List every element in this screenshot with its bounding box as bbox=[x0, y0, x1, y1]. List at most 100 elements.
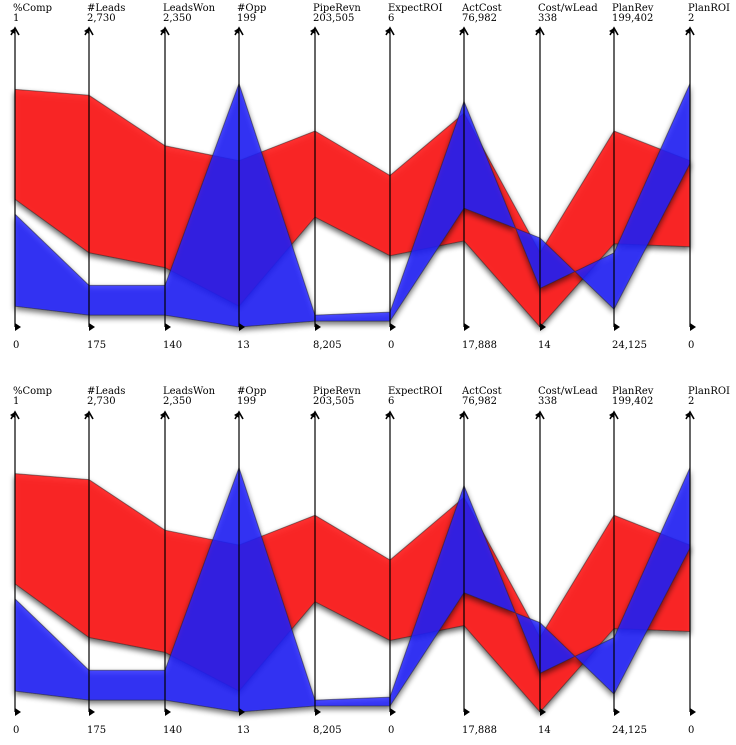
axis-min-label: 24,125 bbox=[612, 340, 647, 351]
axis-top-handle-icon[interactable] bbox=[10, 412, 15, 418]
axis-min-label: 8,205 bbox=[313, 725, 342, 736]
axis-top-handle-icon[interactable] bbox=[160, 412, 165, 418]
axis-name-label: Cost/wLead bbox=[538, 386, 598, 397]
axis-name-label: %Comp bbox=[13, 386, 52, 397]
axis-handle-icon[interactable] bbox=[540, 323, 546, 331]
axis-max-label: 6 bbox=[388, 396, 394, 407]
axis-max-label: 199 bbox=[237, 13, 256, 24]
axis-max-label: 199 bbox=[237, 396, 256, 407]
axis-handle-icon[interactable] bbox=[614, 708, 620, 716]
axis-min-label: 14 bbox=[538, 340, 551, 351]
axis-min-label: 175 bbox=[87, 340, 106, 351]
axis-max-label: 2,730 bbox=[87, 13, 116, 24]
axis-name-label: #Opp bbox=[237, 3, 266, 14]
axis-handle-icon[interactable] bbox=[690, 708, 696, 716]
axis-min-label: 175 bbox=[87, 725, 106, 736]
axis-max-label: 2 bbox=[688, 396, 694, 407]
axis-top-handle-icon[interactable] bbox=[385, 28, 390, 34]
axis-top-handle-icon[interactable] bbox=[10, 28, 15, 34]
axis-handle-icon[interactable] bbox=[239, 708, 245, 716]
axis-handle-icon[interactable] bbox=[614, 323, 620, 331]
axis-top-handle-icon[interactable] bbox=[385, 412, 390, 418]
axis-handle-icon[interactable] bbox=[239, 323, 245, 331]
axis-top-handle-icon[interactable] bbox=[609, 28, 614, 34]
axis-max-label: 199,402 bbox=[612, 396, 653, 407]
axis-min-label: 24,125 bbox=[612, 725, 647, 736]
axis-handle-icon[interactable] bbox=[464, 708, 470, 716]
axis-handle-icon[interactable] bbox=[15, 323, 21, 331]
axis-handle-icon[interactable] bbox=[690, 323, 696, 331]
axis-name-label: PlanROI bbox=[688, 3, 730, 14]
axis-min-label: 13 bbox=[237, 725, 250, 736]
axis-name-label: PipeRevn bbox=[313, 3, 361, 14]
axis-handle-icon[interactable] bbox=[165, 323, 171, 331]
axis-max-label: 203,505 bbox=[313, 396, 354, 407]
axis-max-label: 6 bbox=[388, 13, 394, 24]
axis-top-handle-icon[interactable] bbox=[84, 28, 89, 34]
axis-handle-icon[interactable] bbox=[390, 708, 396, 716]
axis-top-handle-icon[interactable] bbox=[310, 412, 315, 418]
chart-panel-2: %Comp10#Leads2,730175LeadsWon2,350140#Op… bbox=[10, 386, 730, 736]
axis-top-handle-icon[interactable] bbox=[310, 28, 315, 34]
axis-top-handle-icon[interactable] bbox=[535, 28, 540, 34]
axis-name-label: ExpectROI bbox=[388, 3, 443, 14]
axis-handle-icon[interactable] bbox=[390, 323, 396, 331]
axis-top-handle-icon[interactable] bbox=[234, 412, 239, 418]
axis-min-label: 13 bbox=[237, 340, 250, 351]
axis-name-label: ActCost bbox=[461, 386, 502, 397]
axis-max-label: 76,982 bbox=[462, 13, 497, 24]
axis-max-label: 1 bbox=[13, 13, 19, 24]
axis-handle-icon[interactable] bbox=[89, 708, 95, 716]
axis-top-handle-icon[interactable] bbox=[685, 412, 690, 418]
axis-name-label: Cost/wLead bbox=[538, 3, 598, 14]
axis-top-handle-icon[interactable] bbox=[234, 28, 239, 34]
axis-handle-icon[interactable] bbox=[315, 708, 321, 716]
axis-name-label: #Leads bbox=[87, 3, 125, 14]
axis-max-label: 2 bbox=[688, 13, 694, 24]
axis-min-label: 0 bbox=[688, 725, 694, 736]
axis-handle-icon[interactable] bbox=[315, 323, 321, 331]
axis-handle-icon[interactable] bbox=[540, 708, 546, 716]
axis-top-handle-icon[interactable] bbox=[459, 28, 464, 34]
axis-name-label: PlanROI bbox=[688, 386, 730, 397]
axis-handle-icon[interactable] bbox=[464, 323, 470, 331]
axis-name-label: ActCost bbox=[461, 3, 502, 14]
axis-max-label: 203,505 bbox=[313, 13, 354, 24]
axis-top-handle-icon[interactable] bbox=[459, 412, 464, 418]
axis-min-label: 14 bbox=[538, 725, 551, 736]
axis-name-label: PlanRev bbox=[612, 386, 654, 397]
axis-min-label: 8,205 bbox=[313, 340, 342, 351]
axis-name-label: LeadsWon bbox=[163, 386, 216, 397]
axis-top-handle-icon[interactable] bbox=[160, 28, 165, 34]
axis-handle-icon[interactable] bbox=[15, 708, 21, 716]
axis-max-label: 338 bbox=[538, 13, 557, 24]
axis-top-handle-icon[interactable] bbox=[685, 28, 690, 34]
axis-top-handle-icon[interactable] bbox=[535, 412, 540, 418]
axis-handle-icon[interactable] bbox=[89, 323, 95, 331]
axis-top-handle-icon[interactable] bbox=[84, 412, 89, 418]
axis-handle-icon[interactable] bbox=[165, 708, 171, 716]
axis-name-label: #Opp bbox=[237, 386, 266, 397]
axis-top-handle-icon[interactable] bbox=[609, 412, 614, 418]
axis-max-label: 2,350 bbox=[163, 396, 192, 407]
